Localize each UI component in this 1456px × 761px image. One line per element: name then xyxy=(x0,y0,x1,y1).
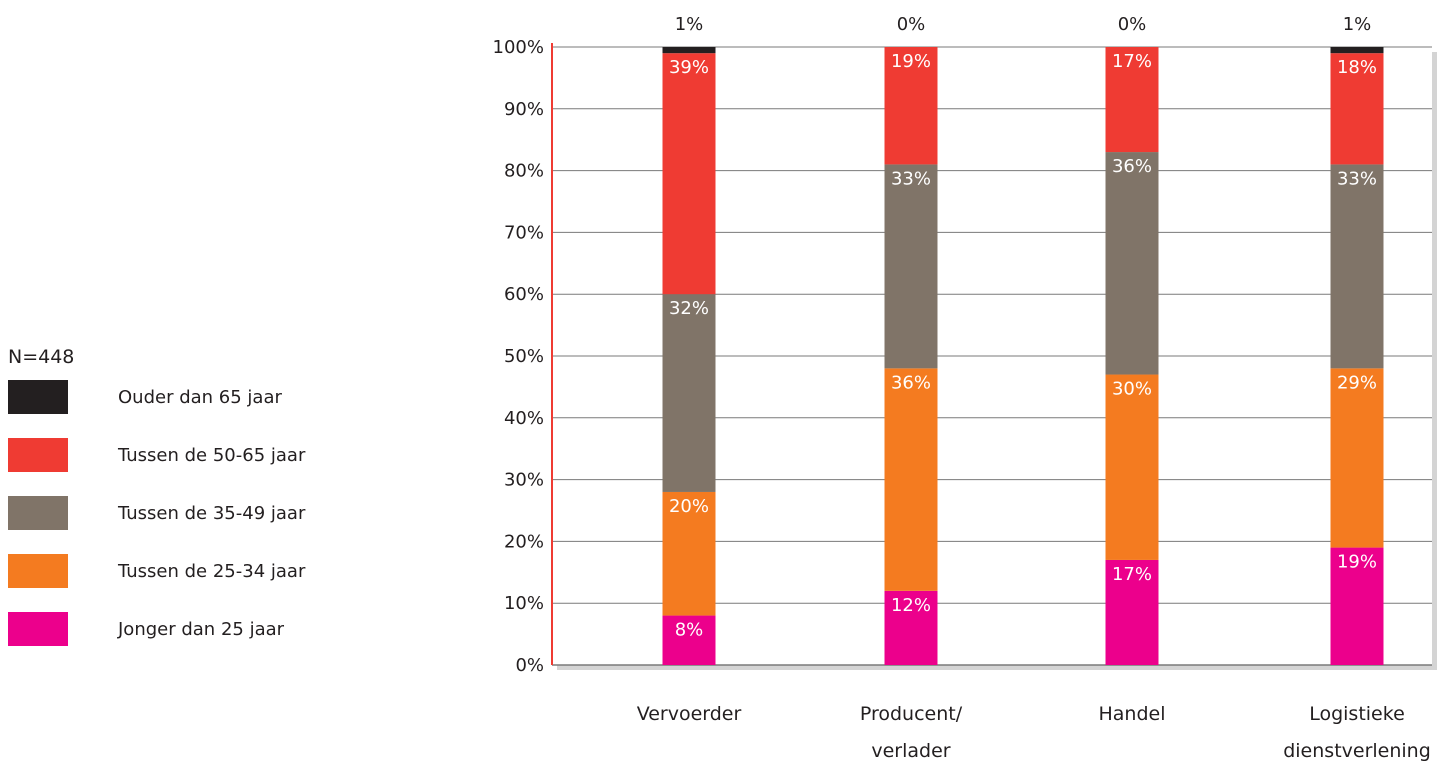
legend-label: Tussen de 25-34 jaar xyxy=(118,560,306,582)
y-tick-label: 20% xyxy=(504,531,544,552)
y-tick-label: 50% xyxy=(504,346,544,367)
x-category-label: Vervoerder xyxy=(637,703,742,725)
legend-item-ouder-dan-65: Ouder dan 65 jaar xyxy=(8,380,338,414)
bar-segment xyxy=(1105,47,1159,153)
segment-value-label: 33% xyxy=(891,168,931,189)
bar-segment xyxy=(1330,47,1384,54)
segment-value-label: 29% xyxy=(1337,372,1377,393)
x-category-label: Logistieke xyxy=(1309,703,1405,725)
x-category-label: verlader xyxy=(871,740,950,761)
y-tick-label: 70% xyxy=(504,222,544,243)
x-category-label: Handel xyxy=(1098,703,1165,725)
segment-value-label: 36% xyxy=(1112,156,1152,177)
legend-item-jonger-dan-25: Jonger dan 25 jaar xyxy=(8,612,338,646)
top-value-label: 0% xyxy=(897,14,926,35)
bar-segment xyxy=(662,53,716,295)
bar-segment xyxy=(1330,547,1384,665)
bar-segment xyxy=(1105,559,1159,665)
bar-segment xyxy=(1330,368,1384,548)
segment-value-label: 19% xyxy=(1337,552,1377,573)
legend-label: Tussen de 50-65 jaar xyxy=(118,444,306,466)
segment-value-label: 19% xyxy=(891,51,931,72)
y-tick-label: 100% xyxy=(493,37,544,58)
y-tick-label: 30% xyxy=(504,470,544,491)
bar-segment xyxy=(884,590,938,665)
legend-label: Jonger dan 25 jaar xyxy=(118,618,285,640)
legend-item-35-49: Tussen de 35-49 jaar xyxy=(8,496,338,530)
y-tick-label: 90% xyxy=(504,99,544,120)
bar-segment xyxy=(1105,374,1159,560)
segment-value-label: 17% xyxy=(1112,564,1152,585)
top-value-label: 1% xyxy=(1343,14,1372,35)
x-category-label: dienstverlening xyxy=(1283,740,1431,761)
bar-segment xyxy=(662,615,716,665)
bar-segment xyxy=(662,491,716,616)
top-value-label: 0% xyxy=(1118,14,1147,35)
bar-segment xyxy=(662,47,716,54)
legend-swatch xyxy=(8,438,68,472)
legend-swatch xyxy=(8,612,68,646)
bar-segment xyxy=(662,294,716,492)
bar-segment xyxy=(1330,164,1384,369)
legend-swatch xyxy=(8,380,68,414)
legend-item-50-65: Tussen de 50-65 jaar xyxy=(8,438,338,472)
segment-value-label: 17% xyxy=(1112,51,1152,72)
legend-item-25-34: Tussen de 25-34 jaar xyxy=(8,554,338,588)
segment-value-label: 36% xyxy=(891,372,931,393)
legend: N=448 Ouder dan 65 jaar Tussen de 50-65 … xyxy=(8,340,338,670)
y-tick-label: 40% xyxy=(504,408,544,429)
segment-value-label: 33% xyxy=(1337,168,1377,189)
segment-value-label: 32% xyxy=(669,298,709,319)
legend-label: Ouder dan 65 jaar xyxy=(118,386,282,408)
legend-swatch xyxy=(8,496,68,530)
legend-swatch xyxy=(8,554,68,588)
bar-segment xyxy=(884,47,938,165)
sample-size-label: N=448 xyxy=(8,346,75,368)
segment-value-label: 20% xyxy=(669,496,709,517)
legend-label: Tussen de 35-49 jaar xyxy=(118,502,306,524)
bar-segment xyxy=(884,164,938,369)
segment-value-label: 8% xyxy=(675,620,704,641)
segment-value-label: 30% xyxy=(1112,379,1152,400)
y-tick-label: 10% xyxy=(504,593,544,614)
bar-segment xyxy=(1330,53,1384,165)
segment-value-label: 39% xyxy=(669,57,709,78)
bar-segment xyxy=(884,368,938,591)
segment-value-label: 12% xyxy=(891,595,931,616)
y-tick-label: 80% xyxy=(504,161,544,182)
y-tick-label: 60% xyxy=(504,284,544,305)
x-category-label: Producent/ xyxy=(860,703,963,725)
segment-value-label: 18% xyxy=(1337,57,1377,78)
y-tick-label: 0% xyxy=(515,655,544,676)
top-value-label: 1% xyxy=(675,14,704,35)
bar-segment xyxy=(1105,152,1159,375)
